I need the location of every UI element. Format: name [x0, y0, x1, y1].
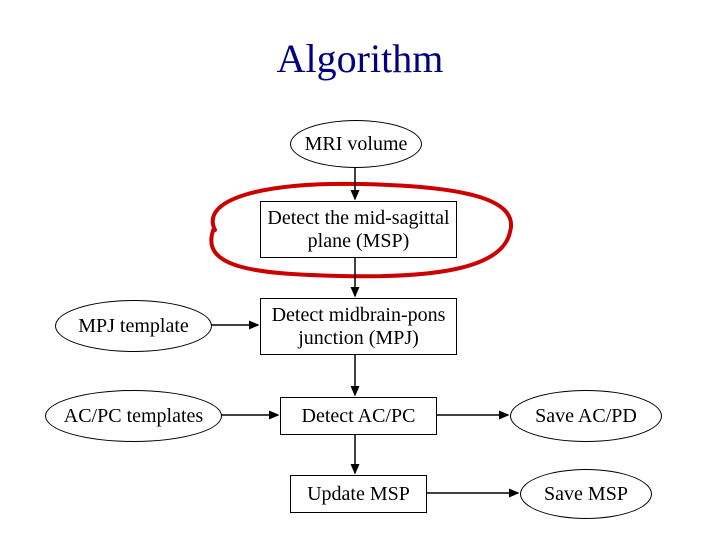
node-label: Update MSP: [307, 483, 410, 506]
node-label: AC/PC templates: [64, 405, 203, 428]
node-update-msp: Update MSP: [290, 475, 427, 513]
node-label: Save AC/PD: [535, 405, 637, 428]
node-label: MRI volume: [305, 133, 408, 156]
node-mpj-template: MPJ template: [55, 300, 212, 352]
node-mri-volume: MRI volume: [290, 120, 422, 168]
page-title: Algorithm: [0, 35, 720, 82]
node-label: MPJ template: [78, 315, 189, 338]
node-label: Detect AC/PC: [302, 405, 416, 428]
node-save-acpd: Save AC/PD: [510, 390, 662, 442]
node-label: Save MSP: [544, 483, 628, 506]
node-label: Detect the mid-sagittal plane (MSP): [267, 207, 449, 253]
node-detect-msp: Detect the mid-sagittal plane (MSP): [260, 201, 457, 258]
node-label: Detect midbrain-pons junction (MPJ): [272, 304, 446, 350]
node-save-msp: Save MSP: [520, 469, 652, 519]
node-detect-acpc: Detect AC/PC: [280, 397, 437, 435]
node-detect-mpj: Detect midbrain-pons junction (MPJ): [260, 298, 457, 355]
node-acpc-templates: AC/PC templates: [45, 390, 222, 442]
